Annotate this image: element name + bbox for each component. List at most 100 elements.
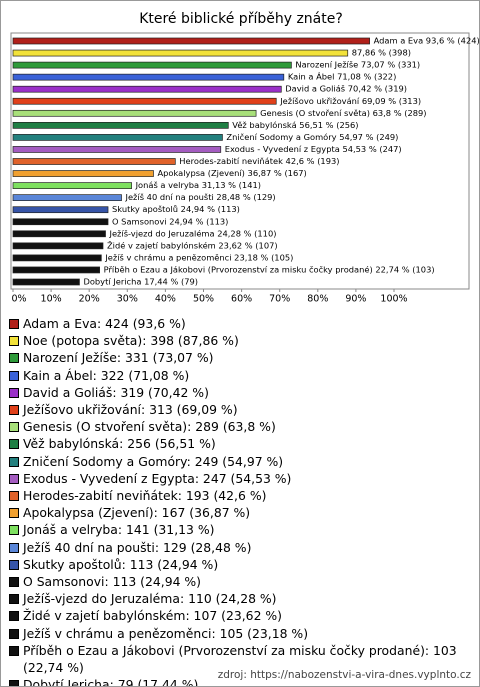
legend-swatch <box>9 508 19 519</box>
bar <box>12 134 223 141</box>
bar <box>12 73 285 81</box>
bar <box>12 206 109 214</box>
bar-label: Skutky apoštolů 24,94 % (113) <box>112 204 240 214</box>
legend-item: Ježíš-vjezd do Jeruzaléma: 110 (24,28 %) <box>9 590 471 607</box>
bar <box>12 266 100 274</box>
source: zdroj: https://nabozenstvi-a-vira-dnes.v… <box>217 669 471 681</box>
legend-swatch <box>9 525 19 536</box>
legend-item: David a Goliáš: 319 (70,42 %) <box>9 384 471 401</box>
bar-label: Zničení Sodomy a Gomóry 54,97 % (249) <box>226 132 398 142</box>
x-tick-label: 90% <box>345 294 366 305</box>
bar-label: Kain a Ábel 71,08 % (322) <box>288 71 397 82</box>
legend-label: Ježíš 40 dní na poušti: 129 (28,48 %) <box>23 539 252 555</box>
legend-label: David a Goliáš: 319 (70,42 %) <box>23 384 209 400</box>
bar-label: Ježíš-vjezd do Jeruzaléma 24,28 % (110) <box>109 228 277 238</box>
legend-item: Kain a Ábel: 322 (71,08 %) <box>9 367 471 384</box>
legend-swatch <box>9 405 19 416</box>
legend-label: Apokalypsa (Zjevení): 167 (36,87 %) <box>23 505 251 521</box>
bar-label: 87,86 % (398) <box>352 48 411 58</box>
legend-item: Příběh o Ezau a Jákobovi (Prvorozenství … <box>9 642 471 676</box>
legend-swatch <box>9 319 19 329</box>
x-tick-label: 50% <box>193 294 214 305</box>
legend-swatch <box>9 422 19 433</box>
bar <box>12 121 229 129</box>
bar <box>12 194 122 201</box>
bar <box>12 146 222 153</box>
chart: Které biblické příběhy znáte? 0% 10% 20% 30… <box>10 11 479 305</box>
bar <box>12 230 106 238</box>
legend-swatch <box>9 559 19 570</box>
legend-label: Noe (potopa světa): 398 (87,86 %) <box>23 333 239 349</box>
legend-item: Exodus - Vyvedení z Egypta: 247 (54,53 %… <box>9 470 471 487</box>
plot-frame <box>10 32 470 290</box>
legend-label: Dobytí Jericha: 79 (17,44 %) <box>23 677 199 687</box>
bar-label: Dobytí Jericha 17,44 % (79) <box>83 277 198 287</box>
x-tick-label: 0% <box>11 294 26 305</box>
bar <box>12 97 277 105</box>
legend-label: Židé v zajetí babylónském: 107 (23,62 %) <box>23 608 282 624</box>
legend-item: Židé v zajetí babylónském: 107 (23,62 %) <box>9 607 471 624</box>
legend-item: O Samsonovi: 113 (24,94 %) <box>9 573 471 590</box>
bar <box>12 170 154 177</box>
legend-label: Ježíš v chrámu a penězoměnci: 105 (23,18… <box>23 625 309 641</box>
bar-label: Genesis (O stvoření světa) 63,8 % (289) <box>260 108 426 118</box>
legend-label: Skutky apoštolů: 113 (24,94 %) <box>23 556 219 572</box>
legend-swatch <box>9 336 19 347</box>
legend-label: Jonáš a velryba: 141 (31,13 %) <box>23 522 215 538</box>
legend-swatch <box>9 645 19 656</box>
legend-item: Ježíš v chrámu a penězoměnci: 105 (23,18… <box>9 625 471 642</box>
bar-label: David a Goliáš 70,42 % (319) <box>285 84 407 94</box>
legend-swatch <box>9 594 19 605</box>
bar <box>12 218 109 226</box>
legend-swatch <box>9 456 19 467</box>
legend-item: Ježíšovo ukřižování: 313 (69,09 %) <box>9 401 471 418</box>
bar-label: Adam a Eva 93,6 % (424) <box>374 36 479 46</box>
bar <box>12 49 349 57</box>
x-tick-label: 10% <box>41 294 62 305</box>
legend-swatch <box>9 680 19 686</box>
legend-label: Příběh o Ezau a Jákobovi (Prvorozenství … <box>23 642 457 676</box>
legend-item: Narození Ježíše: 331 (73,07 %) <box>9 349 471 366</box>
bar <box>12 242 104 250</box>
legend-item: Zničení Sodomy a Gomóry: 249 (54,97 %) <box>9 453 471 470</box>
legend-label: Zničení Sodomy a Gomóry: 249 (54,97 %) <box>23 453 284 469</box>
bar-label: Exodus - Vyvedení z Egypta 54,53 % (247) <box>225 144 402 154</box>
bar-label: Ježíš v chrámu a penězoměnci 23,18 % (10… <box>104 252 293 262</box>
bar <box>12 109 257 117</box>
legend-label: Ježíš-vjezd do Jeruzaléma: 110 (24,28 %) <box>23 591 277 607</box>
legend-swatch <box>9 628 19 639</box>
chart-title: Které biblické příběhy znáte? <box>139 11 343 27</box>
legend-label: Herodes-zabití neviňátek: 193 (42,6 %) <box>23 488 267 504</box>
x-tick-label: 40% <box>155 294 176 305</box>
bar-label: Ježíšovo ukřižování 69,09 % (313) <box>279 96 421 106</box>
legend-swatch <box>9 387 19 398</box>
bar <box>12 254 102 262</box>
legend-item: Skutky apoštolů: 113 (24,94 %) <box>9 556 471 573</box>
bar-label: Herodes-zabití neviňátek 42,6 % (193) <box>179 156 339 166</box>
legend-label: Exodus - Vyvedení z Egypta: 247 (54,53 %… <box>23 470 292 486</box>
bar <box>12 278 80 286</box>
legend-item: Ježíš 40 dní na poušti: 129 (28,48 %) <box>9 539 471 556</box>
bar-label: Příběh o Ezau a Jákobovi (Prvorozenství … <box>104 264 435 274</box>
x-tick-label: 70% <box>269 294 290 305</box>
legend-swatch <box>9 491 19 502</box>
x-tick-label: 80% <box>307 294 328 305</box>
legend-item: Herodes-zabití neviňátek: 193 (42,6 %) <box>9 487 471 504</box>
bar-label: Židé v zajetí babylónském 23,62 % (107) <box>107 239 278 250</box>
bar-label: O Samsonovi 24,94 % (113) <box>112 216 228 226</box>
bar <box>12 37 370 45</box>
legend-label: Genesis (O stvoření světa): 289 (63,8 %) <box>23 419 276 435</box>
bar-label: Jonáš a velryba 31,13 % (141) <box>135 180 261 190</box>
legend-item: Apokalypsa (Zjevení): 167 (36,87 %) <box>9 504 471 521</box>
legend-label: Věž babylónská: 256 (56,51 %) <box>23 436 216 452</box>
bar <box>12 182 132 189</box>
legend-swatch <box>9 577 19 588</box>
legend-item: Noe (potopa světa): 398 (87,86 %) <box>9 332 471 349</box>
bar-label: Ježíš 40 dní na poušti 28,48 % (129) <box>125 192 276 202</box>
legend-item: Dobytí Jericha: 79 (17,44 %) <box>9 676 471 687</box>
legend-label: O Samsonovi: 113 (24,94 %) <box>23 574 202 590</box>
legend-swatch <box>9 353 19 364</box>
legend: Adam a Eva: 424 (93,6 %) Noe (potopa svět… <box>9 315 471 687</box>
bar-label: Narození Ježíše 73,07 % (331) <box>295 60 420 70</box>
